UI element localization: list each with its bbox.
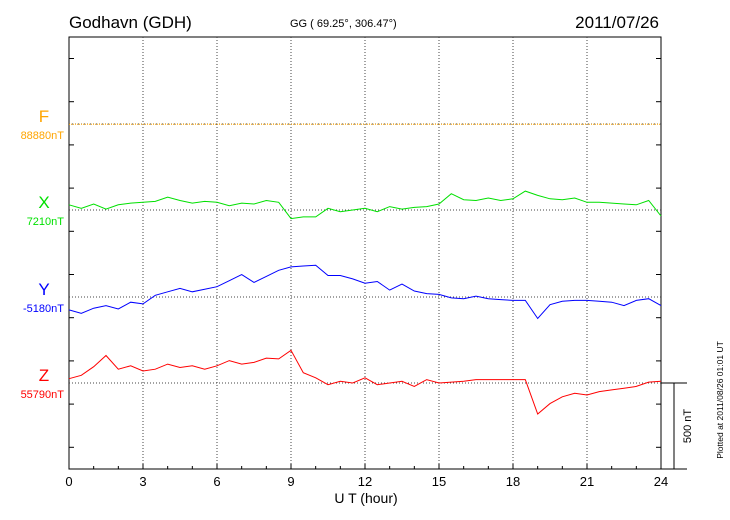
y-tick-marks xyxy=(69,58,661,448)
plot-date: 2011/07/26 xyxy=(575,13,659,32)
station-coordinates: GG ( 69.25°, 306.47°) xyxy=(290,18,397,30)
series-line-Z xyxy=(68,349,662,415)
x-tick-label-21: 21 xyxy=(580,474,594,489)
series-baseline-X: 7210nT xyxy=(27,216,65,228)
x-tick-label-18: 18 xyxy=(506,474,520,489)
series-baseline-Z: 55790nT xyxy=(21,389,65,401)
x-tick-label-3: 3 xyxy=(139,474,146,489)
x-tick-label-15: 15 xyxy=(432,474,446,489)
grid-lines xyxy=(69,37,661,469)
x-axis-label: U T (hour) xyxy=(334,490,397,506)
scale-bar-label: 500 nT xyxy=(682,409,694,444)
x-tick-label-0: 0 xyxy=(65,474,72,489)
x-tick-label-24: 24 xyxy=(654,474,668,489)
series-name-F: F xyxy=(39,107,49,126)
x-tick-label-12: 12 xyxy=(358,474,372,489)
x-tick-labels: 0 3 6 9 12 15 18 21 24 xyxy=(65,464,668,489)
series-line-Y xyxy=(68,264,662,320)
plotted-at-note: Plotted at 2011/08/26 01:01 UT xyxy=(715,341,725,459)
series-name-X: X xyxy=(38,193,49,212)
series-line-X xyxy=(68,190,662,220)
station-title: Godhavn (GDH) xyxy=(69,13,192,32)
scale-bar: 500 nT xyxy=(661,382,694,470)
x-tick-label-9: 9 xyxy=(287,474,294,489)
series-name-Y: Y xyxy=(38,280,49,299)
series-baseline-F: 88880nT xyxy=(21,130,65,142)
series-name-Z: Z xyxy=(39,366,49,385)
series-group: F 88880nT X 7210nT Y -5180nT Z 55790nT xyxy=(21,107,662,415)
x-tick-label-6: 6 xyxy=(213,474,220,489)
series-baseline-Y: -5180nT xyxy=(23,303,64,315)
